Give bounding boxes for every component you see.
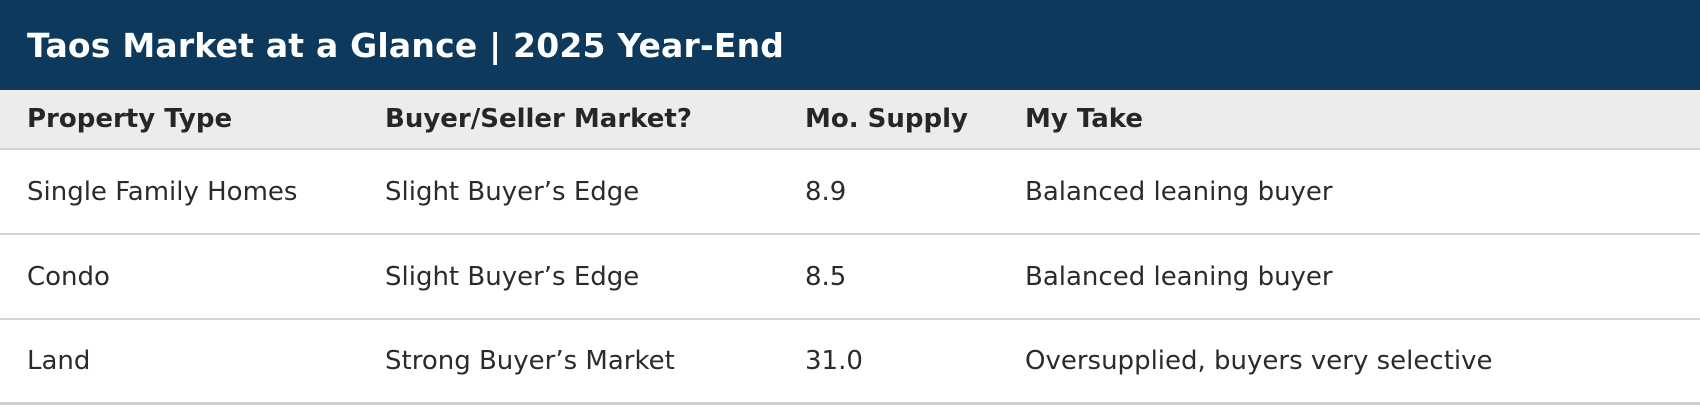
column-header-my-take: My Take <box>1025 104 1144 134</box>
cell-market-type: Strong Buyer’s Market <box>385 346 675 376</box>
cell-market-type: Slight Buyer’s Edge <box>385 261 640 292</box>
cell-months-supply: 8.9 <box>805 176 847 207</box>
cell-market-type: Slight Buyer’s Edge <box>385 176 640 207</box>
cell-my-take: Balanced leaning buyer <box>1025 261 1333 292</box>
title-bar: Taos Market at a Glance | 2025 Year-End <box>0 0 1700 90</box>
table-row-condo: Condo Slight Buyer’s Edge 8.5 Balanced l… <box>0 235 1700 320</box>
cell-my-take: Balanced leaning buyer <box>1025 176 1333 207</box>
cell-months-supply: 31.0 <box>805 346 863 376</box>
cell-property-type: Land <box>27 346 91 376</box>
cell-property-type: Single Family Homes <box>27 176 298 207</box>
page-title: Taos Market at a Glance | 2025 Year-End <box>27 25 785 65</box>
table-row-single-family-homes: Single Family Homes Slight Buyer’s Edge … <box>0 150 1700 235</box>
column-header-property-type: Property Type <box>27 104 233 134</box>
table-header-row: Property Type Buyer/Seller Market? Mo. S… <box>0 90 1700 150</box>
table-row-land: Land Strong Buyer’s Market 31.0 Oversupp… <box>0 320 1700 405</box>
cell-property-type: Condo <box>27 261 110 292</box>
column-header-buyer-seller-market: Buyer/Seller Market? <box>385 104 692 134</box>
cell-months-supply: 8.5 <box>805 261 847 292</box>
column-header-mo-supply: Mo. Supply <box>805 104 968 134</box>
cell-my-take: Oversupplied, buyers very selective <box>1025 346 1493 376</box>
